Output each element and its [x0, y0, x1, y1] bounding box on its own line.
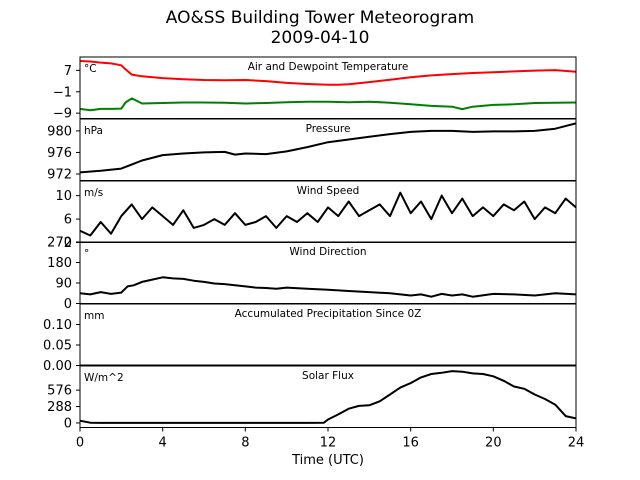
y-tick-label: 0.10 [43, 318, 72, 333]
x-axis-label: Time (UTC) [292, 453, 364, 468]
panel-unit-label: mm [84, 310, 104, 322]
panel-unit-label: °C [84, 63, 97, 75]
y-tick-label: 980 [47, 124, 72, 139]
y-tick-label: 6 [64, 213, 72, 228]
y-tick-label: 288 [47, 400, 72, 415]
y-tick-label: 2 [64, 236, 72, 251]
panel-1: 980 976 972 hPa Pressure [47, 118, 577, 183]
chart-title: AO&SS Building Tower Meteorogram [165, 8, 475, 28]
series-line-3-0 [80, 276, 576, 298]
y-tick-label: 0.05 [43, 339, 72, 354]
y-tick-label: 0.00 [43, 359, 72, 374]
panels-group: 7 −1 −9 °C Air and Dewpoint Temperature 980 97… [43, 56, 577, 431]
series-line-0-1 [80, 97, 576, 112]
series-line-1-0 [80, 122, 576, 174]
series-line-0-0 [80, 60, 576, 86]
chart-subtitle: 2009-04-10 [270, 28, 370, 48]
x-axis: 0 4 8 12 16 20 24 [76, 427, 585, 451]
panel-title: Pressure [306, 123, 351, 135]
y-tick-label: 0 [64, 416, 72, 431]
x-tick-label: 16 [402, 436, 419, 451]
panel-title: Wind Speed [297, 185, 360, 197]
y-tick-label: 576 [47, 384, 72, 399]
y-tick-label: 270 [47, 236, 72, 251]
panel-unit-label: hPa [84, 125, 103, 137]
panel-unit-label: W/m^2 [84, 372, 124, 384]
panel-4: 0.10 0.05 0.00 mm Accumulated Precipitation … [43, 303, 577, 374]
x-tick-label: 4 [159, 436, 167, 451]
y-tick-label: 972 [47, 168, 72, 183]
panel-title: Accumulated Precipitation Since 0Z [235, 308, 422, 320]
x-tick-label: 20 [485, 436, 502, 451]
y-tick-label: 90 [55, 277, 72, 292]
panel-title: Wind Direction [289, 246, 366, 258]
y-tick-label: −1 [53, 85, 72, 100]
y-tick-label: 7 [64, 64, 72, 79]
y-tick-label: 976 [47, 146, 72, 161]
panel-0: 7 −1 −9 °C Air and Dewpoint Temperature [53, 56, 577, 122]
x-tick-label: 0 [76, 436, 84, 451]
y-tick-label: 10 [55, 189, 72, 204]
x-tick-label: 8 [241, 436, 249, 451]
panel-title: Solar Flux [302, 370, 354, 382]
series-line-5-0 [80, 370, 576, 424]
x-tick-label: 24 [568, 436, 585, 451]
y-tick-label: 0 [64, 297, 72, 312]
panel-3: 270 180 90 0 ° Wind Direction [47, 236, 577, 312]
panel-title: Air and Dewpoint Temperature [248, 61, 409, 73]
y-tick-label: −9 [53, 107, 72, 122]
panel-unit-label: m/s [84, 187, 103, 199]
panel-2: 10 6 2 m/s Wind Speed [55, 180, 577, 251]
x-tick-label: 12 [320, 436, 337, 451]
y-tick-label: 180 [47, 256, 72, 271]
series-line-2-0 [80, 191, 576, 237]
panel-unit-label: ° [84, 248, 89, 260]
